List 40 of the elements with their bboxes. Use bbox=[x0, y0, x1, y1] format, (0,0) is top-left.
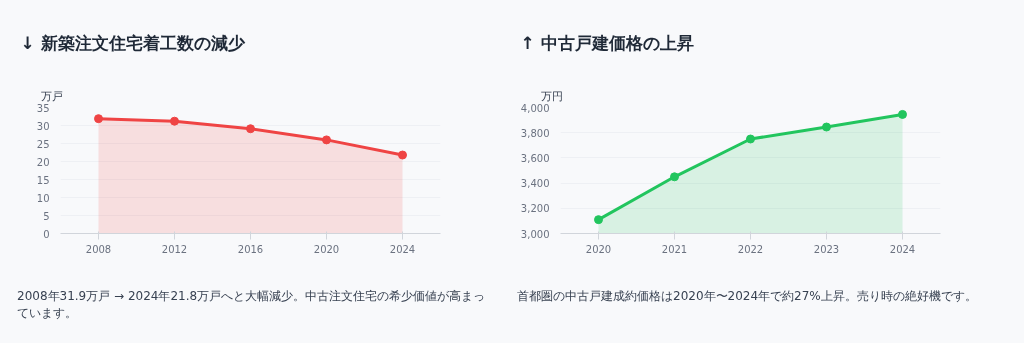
point bbox=[170, 116, 179, 126]
point bbox=[594, 215, 603, 225]
x-tick-label: 2020 bbox=[585, 243, 612, 255]
y-axis-title: 万円 bbox=[540, 89, 563, 103]
point bbox=[322, 135, 331, 145]
y-tick-label: 3,000 bbox=[520, 228, 550, 240]
y-tick-label: 25 bbox=[36, 138, 50, 150]
point bbox=[398, 150, 407, 160]
y-tick-label: 20 bbox=[36, 156, 50, 168]
y-tick-label: 0 bbox=[43, 228, 50, 240]
x-tick-label: 2023 bbox=[813, 243, 840, 255]
y-tick-label: 4,000 bbox=[520, 102, 550, 114]
x-tick-label: 2024 bbox=[389, 243, 416, 255]
point bbox=[246, 124, 255, 134]
chart-title: ↓ 新築注文住宅着工数の減少 bbox=[20, 32, 246, 53]
x-tick-label: 2022 bbox=[737, 243, 764, 255]
point bbox=[670, 172, 679, 182]
text: 2008年31.9万戸 → 2024年21.8万戸へと大幅減少。中古注文住宅の希少価値が高まっています。 bbox=[17, 288, 487, 323]
y-tick-label: 5 bbox=[43, 210, 50, 222]
y-tick-label: 3,200 bbox=[520, 203, 550, 215]
y-tick-label: 3,600 bbox=[520, 152, 550, 164]
x-tick-label: 2021 bbox=[661, 243, 688, 255]
y-tick-label: 10 bbox=[36, 192, 50, 204]
y-axis-title: 万戸 bbox=[40, 89, 63, 103]
point bbox=[822, 122, 831, 132]
y-tick-label: 35 bbox=[36, 102, 50, 114]
text: 首都圏の中古戸建成約価格は2020年〜2024年で約27%上昇。売り時の絶好機です。 bbox=[517, 288, 977, 305]
x-tick-label: 2016 bbox=[237, 243, 264, 255]
x-tick-label: 2012 bbox=[161, 243, 188, 255]
chart-title: ↑ 中古戸建価格の上昇 bbox=[520, 32, 694, 53]
point bbox=[746, 134, 755, 144]
point bbox=[898, 109, 907, 119]
y-tick-label: 3,400 bbox=[520, 178, 550, 190]
x-tick-label: 2020 bbox=[313, 243, 340, 255]
point bbox=[94, 114, 103, 124]
x-tick-label: 2008 bbox=[85, 243, 112, 255]
y-tick-label: 3,800 bbox=[520, 127, 550, 139]
x-tick-label: 2024 bbox=[889, 243, 916, 255]
y-tick-label: 15 bbox=[36, 174, 50, 186]
y-tick-label: 30 bbox=[36, 120, 50, 132]
